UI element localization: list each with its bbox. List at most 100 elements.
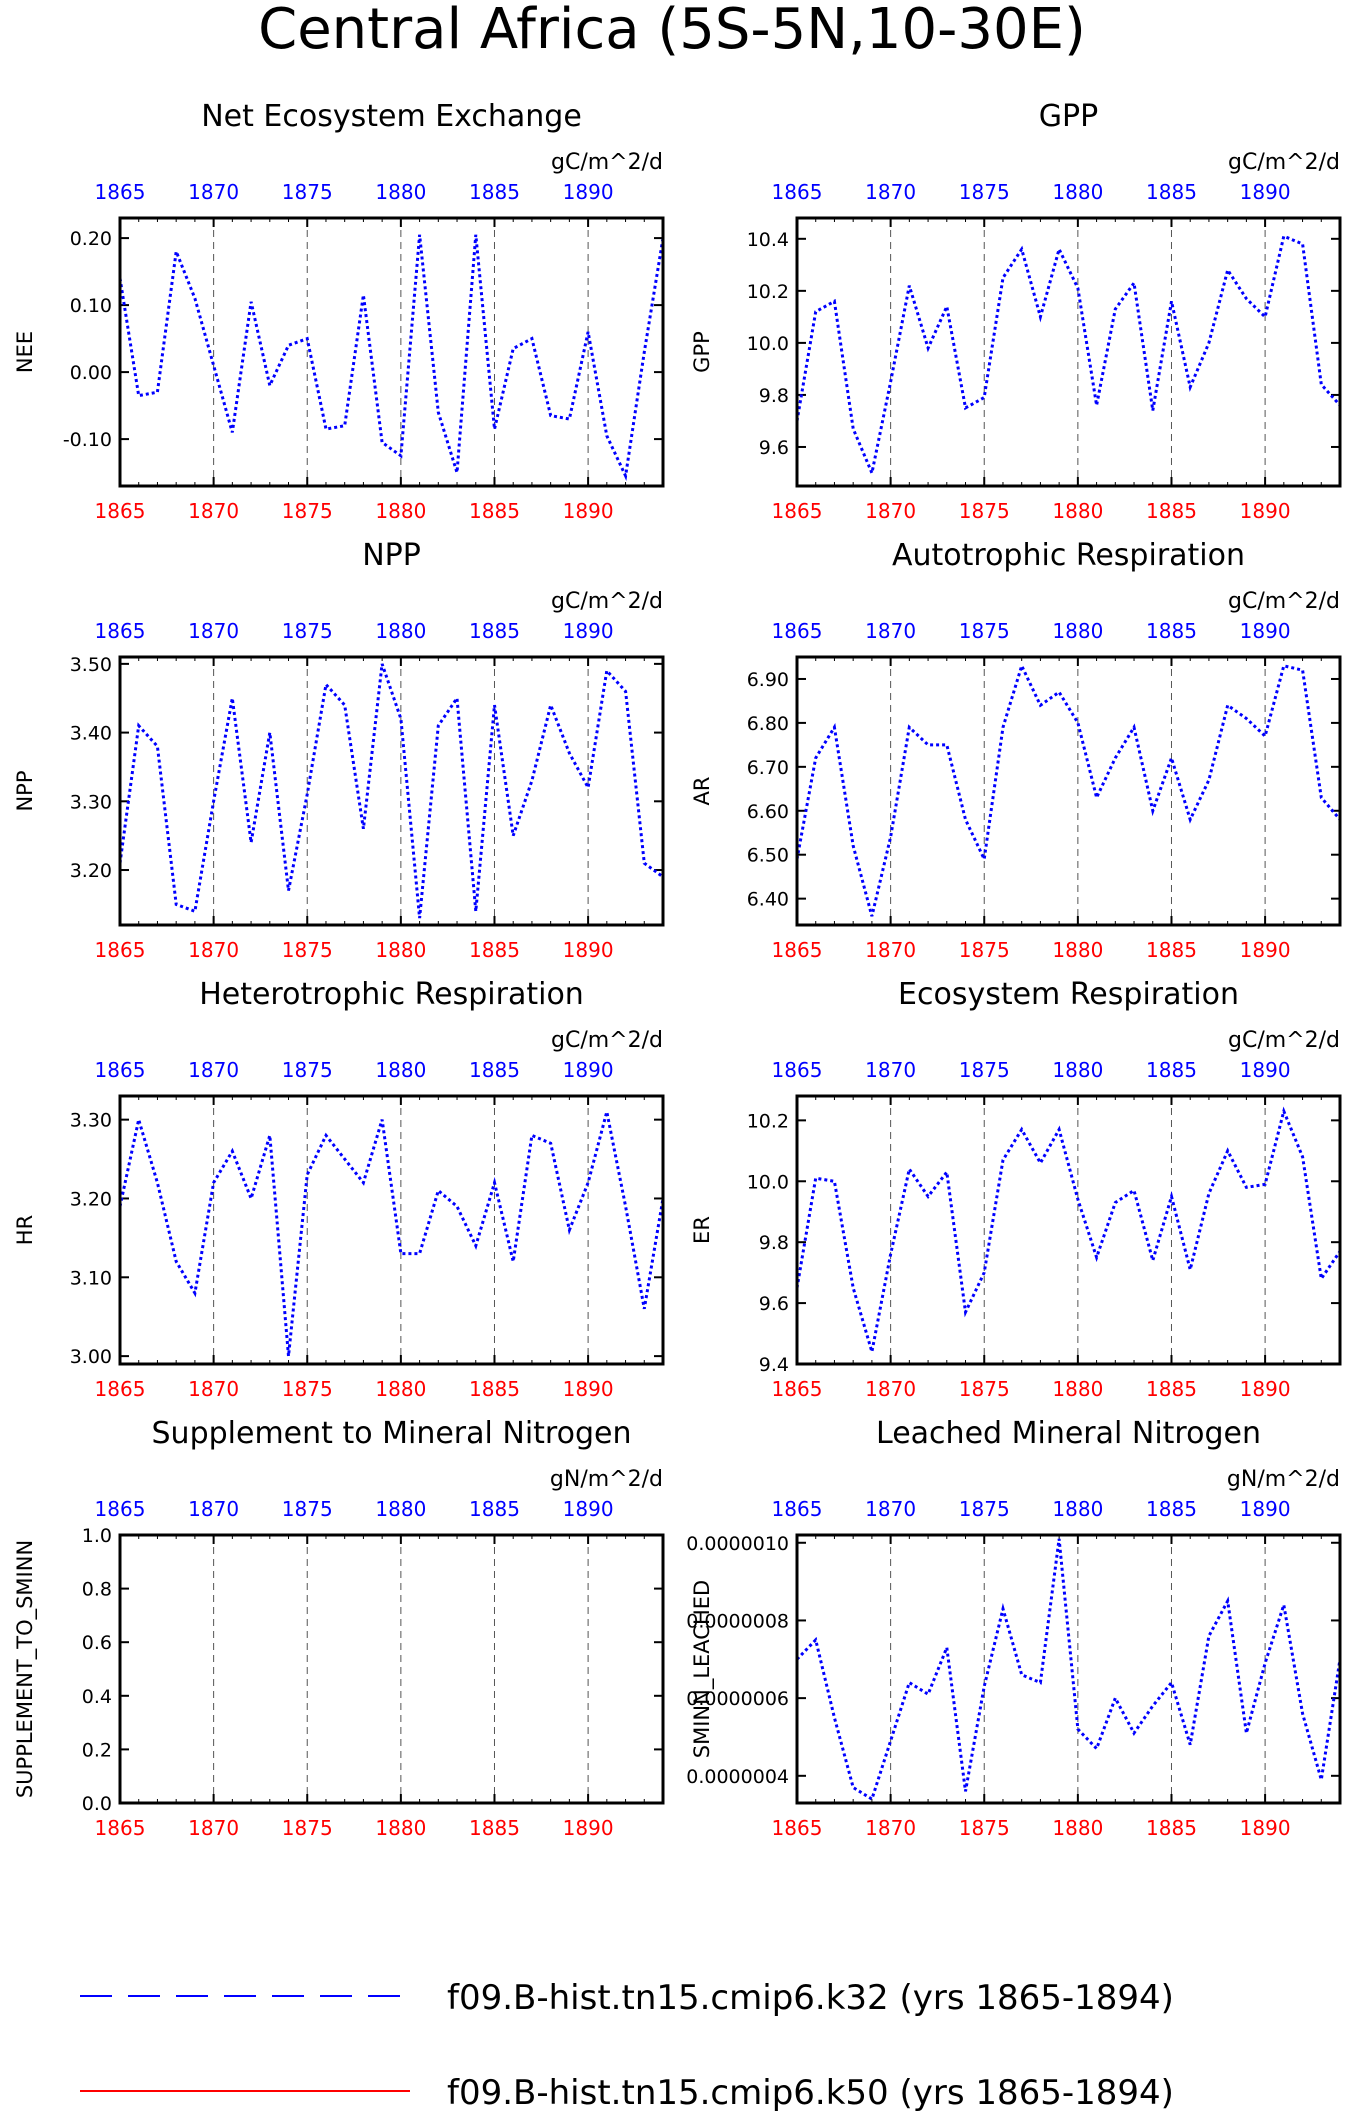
x-tick-label-top: 1870 — [188, 180, 239, 204]
x-tick-label-top: 1880 — [1052, 180, 1103, 204]
x-tick-label-top: 1875 — [959, 180, 1010, 204]
y-tick-label: 3.40 — [70, 723, 112, 745]
x-tick-label-top: 1865 — [772, 1497, 823, 1521]
x-tick-label-bottom: 1885 — [469, 1816, 520, 1840]
y-tick-label: 3.20 — [70, 1188, 112, 1210]
x-tick-label-top: 1885 — [1146, 619, 1197, 643]
panel-title: Ecosystem Respiration — [898, 977, 1239, 1012]
x-tick-label-top: 1870 — [865, 1058, 916, 1082]
x-tick-label-top: 1865 — [95, 180, 146, 204]
units-label: gC/m^2/d — [1228, 150, 1340, 175]
x-tick-label-top: 1890 — [563, 1058, 614, 1082]
x-tick-label-top: 1885 — [469, 1497, 520, 1521]
x-tick-label-top: 1875 — [959, 1058, 1010, 1082]
y-tick-label: 3.30 — [70, 1110, 112, 1132]
y-axis-label: GPP — [690, 331, 714, 373]
x-tick-label-bottom: 1875 — [282, 499, 333, 523]
y-tick-label: 0.8 — [82, 1579, 112, 1601]
x-tick-label-bottom: 1880 — [1052, 938, 1103, 962]
panel-net-ecosystem-exchange: Net Ecosystem Exchange gC/m^2/d 1865 1865 18… — [13, 99, 665, 523]
y-tick-label: 0.2 — [82, 1739, 112, 1761]
y-tick-label: 0.0000010 — [686, 1533, 789, 1555]
panel-npp: NPP gC/m^2/d 1865 1865 1870 1870 1875 1875 1880 1… — [13, 538, 665, 962]
x-tick-label-bottom: 1870 — [865, 938, 916, 962]
y-tick-label: 0.0 — [82, 1793, 112, 1815]
y-tick-label: 9.8 — [759, 1232, 789, 1254]
x-tick-label-top: 1875 — [282, 1497, 333, 1521]
x-tick-label-bottom: 1865 — [95, 499, 146, 523]
x-tick-label-top: 1890 — [563, 180, 614, 204]
x-tick-label-bottom: 1890 — [563, 938, 614, 962]
x-tick-label-bottom: 1890 — [1240, 499, 1291, 523]
x-tick-label-bottom: 1870 — [865, 1816, 916, 1840]
x-tick-label-bottom: 1890 — [1240, 1377, 1291, 1401]
x-tick-label-bottom: 1890 — [563, 1377, 614, 1401]
panel-gpp: GPP gC/m^2/d 1865 1865 1870 1870 1875 1875 1880 1… — [690, 99, 1342, 523]
panel-supplement-to-mineral-nitrogen: Supplement to Mineral Nitrogen gN/m^2/d 18… — [13, 1416, 665, 1840]
x-tick-label-bottom: 1865 — [772, 938, 823, 962]
x-tick-label-bottom: 1885 — [1146, 1816, 1197, 1840]
panel-title: Net Ecosystem Exchange — [201, 99, 582, 134]
x-tick-label-top: 1890 — [1240, 1058, 1291, 1082]
plot-frame — [795, 216, 1342, 488]
x-tick-label-bottom: 1875 — [282, 1377, 333, 1401]
legend: f09.B-hist.tn15.cmip6.k32 (yrs 1865-1894… — [80, 1978, 1174, 2113]
panel-ecosystem-respiration: Ecosystem Respiration gC/m^2/d 1865 1865 187… — [690, 977, 1342, 1401]
x-tick-label-bottom: 1870 — [188, 1377, 239, 1401]
series-line-f09-b-hist-tn15-cmip6-k32 — [120, 1111, 663, 1357]
x-tick-label-top: 1875 — [959, 1497, 1010, 1521]
x-tick-label-bottom: 1880 — [1052, 1377, 1103, 1401]
y-tick-label: 0.00 — [70, 362, 112, 384]
units-label: gC/m^2/d — [551, 150, 663, 175]
y-tick-label: 6.70 — [747, 757, 789, 779]
y-tick-label: 0.0000004 — [686, 1766, 789, 1788]
x-tick-label-bottom: 1870 — [188, 499, 239, 523]
y-tick-label: 3.20 — [70, 860, 112, 882]
series-line-f09-b-hist-tn15-cmip6-k32 — [120, 663, 663, 919]
x-tick-label-top: 1885 — [1146, 1497, 1197, 1521]
x-tick-label-bottom: 1870 — [188, 1816, 239, 1840]
x-tick-label-bottom: 1875 — [959, 499, 1010, 523]
units-label: gC/m^2/d — [551, 589, 663, 614]
x-tick-label-top: 1880 — [1052, 619, 1103, 643]
x-tick-label-top: 1885 — [469, 180, 520, 204]
x-tick-label-top: 1870 — [188, 1058, 239, 1082]
x-tick-label-bottom: 1875 — [959, 1816, 1010, 1840]
y-tick-label: 0.20 — [70, 228, 112, 250]
y-tick-label: 9.4 — [759, 1354, 789, 1376]
units-label: gC/m^2/d — [1228, 1028, 1340, 1053]
x-tick-label-bottom: 1890 — [563, 1816, 614, 1840]
x-tick-label-bottom: 1880 — [1052, 1816, 1103, 1840]
x-tick-label-bottom: 1890 — [563, 499, 614, 523]
x-tick-label-bottom: 1890 — [1240, 1816, 1291, 1840]
units-label: gN/m^2/d — [1227, 1467, 1340, 1492]
series-line-f09-b-hist-tn15-cmip6-k32 — [797, 234, 1340, 479]
y-axis-label: NEE — [13, 331, 37, 373]
x-tick-label-top: 1885 — [1146, 1058, 1197, 1082]
y-tick-label: 9.8 — [759, 385, 789, 407]
series-line-f09-b-hist-tn15-cmip6-k32 — [797, 1106, 1340, 1353]
units-label: gC/m^2/d — [551, 1028, 663, 1053]
x-tick-label-bottom: 1870 — [865, 1377, 916, 1401]
x-tick-label-bottom: 1885 — [469, 499, 520, 523]
x-tick-label-top: 1880 — [1052, 1497, 1103, 1521]
x-tick-label-bottom: 1875 — [282, 1816, 333, 1840]
figure-title: Central Africa (5S-5N,10-30E) — [258, 0, 1086, 62]
units-label: gN/m^2/d — [550, 1467, 663, 1492]
panel-title: Heterotrophic Respiration — [199, 977, 584, 1012]
x-tick-label-top: 1885 — [469, 619, 520, 643]
plot-frame — [795, 1094, 1342, 1366]
x-tick-label-top: 1875 — [282, 1058, 333, 1082]
y-tick-label: 3.30 — [70, 791, 112, 813]
panel-title: Leached Mineral Nitrogen — [876, 1416, 1261, 1451]
x-tick-label-top: 1865 — [95, 1058, 146, 1082]
y-tick-label: 6.50 — [747, 845, 789, 867]
y-tick-label: 0.0000006 — [686, 1688, 789, 1710]
x-tick-label-top: 1890 — [563, 619, 614, 643]
units-label: gC/m^2/d — [1228, 589, 1340, 614]
x-tick-label-top: 1865 — [772, 619, 823, 643]
x-tick-label-top: 1870 — [188, 1497, 239, 1521]
panel-autotrophic-respiration: Autotrophic Respiration gC/m^2/d 1865 1865 1… — [690, 538, 1342, 962]
y-axis-label: NPP — [13, 770, 37, 811]
x-tick-label-top: 1865 — [95, 619, 146, 643]
